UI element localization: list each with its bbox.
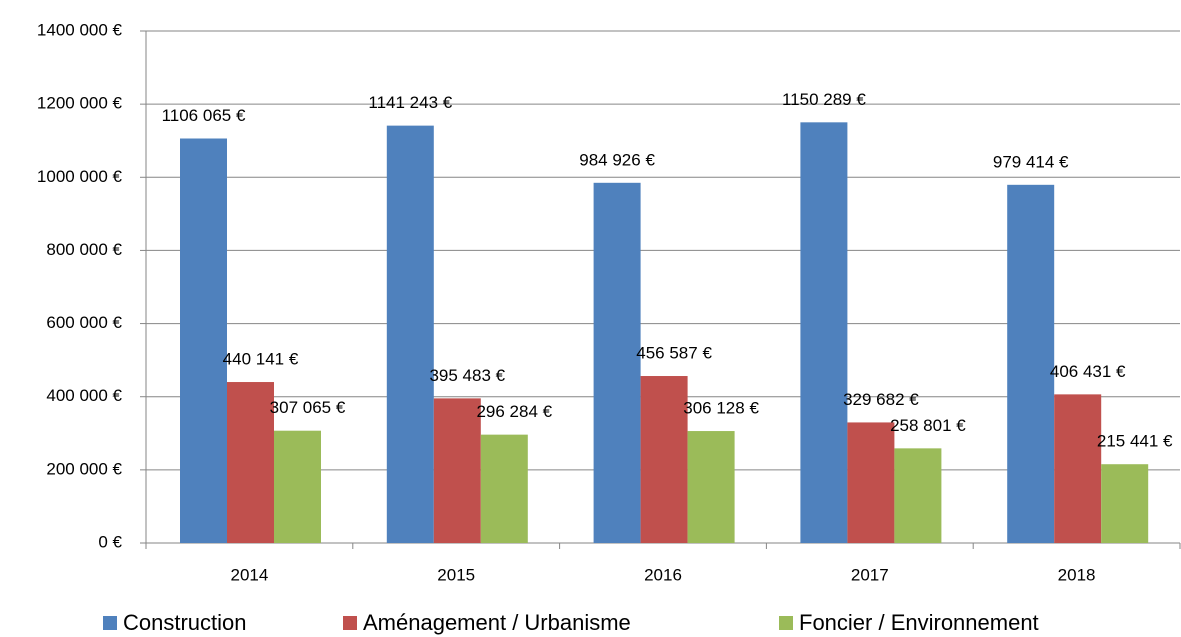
legend-text: Foncier / Environnement <box>799 610 1039 635</box>
x-tick-label: 2015 <box>437 565 475 584</box>
value-label: 1106 065 € <box>162 106 246 125</box>
bar <box>894 448 942 543</box>
y-tick-label: 0 € <box>98 532 122 551</box>
x-tick-label: 2014 <box>230 565 268 584</box>
value-label: 307 065 € <box>270 398 346 417</box>
legend-swatch <box>779 616 793 630</box>
bar <box>593 182 641 543</box>
value-label: 258 801 € <box>890 416 966 435</box>
legend-text: Aménagement / Urbanisme <box>363 610 631 635</box>
value-label: 296 284 € <box>476 402 552 421</box>
bar <box>180 138 227 544</box>
bar <box>1054 394 1102 543</box>
value-label: 984 926 € <box>579 150 655 169</box>
value-label: 979 414 € <box>993 152 1069 171</box>
x-tick-label: 2017 <box>851 565 889 584</box>
bar <box>847 422 895 543</box>
legend-text: Construction <box>123 610 247 635</box>
value-label: 456 587 € <box>636 344 712 363</box>
y-tick-label: 1400 000 € <box>37 20 123 39</box>
value-label: 406 431 € <box>1050 362 1126 381</box>
bar <box>386 125 434 543</box>
bar <box>687 431 735 543</box>
bar <box>433 398 481 543</box>
legend-swatch <box>343 616 357 630</box>
value-label: 440 141 € <box>223 350 299 369</box>
bar <box>640 376 688 543</box>
value-label: 329 682 € <box>843 390 919 409</box>
value-label: 306 128 € <box>683 399 759 418</box>
bar <box>274 430 321 543</box>
y-tick-label: 1000 000 € <box>37 167 123 186</box>
value-label: 395 483 € <box>429 366 505 385</box>
bar <box>227 382 274 543</box>
y-tick-label: 1200 000 € <box>37 94 123 113</box>
legend-swatch <box>103 616 117 630</box>
value-label: 1141 243 € <box>368 93 452 112</box>
x-tick-label: 2018 <box>1058 565 1096 584</box>
x-tick-label: 2016 <box>644 565 682 584</box>
value-label: 1150 289 € <box>782 90 866 109</box>
bar <box>1007 184 1055 543</box>
y-tick-label: 800 000 € <box>46 240 122 259</box>
y-tick-label: 400 000 € <box>46 386 122 405</box>
bar <box>480 434 528 543</box>
y-tick-label: 200 000 € <box>46 459 122 478</box>
y-tick-label: 600 000 € <box>46 313 122 332</box>
bar <box>1101 464 1149 543</box>
bar <box>800 122 848 544</box>
value-label: 215 441 € <box>1097 432 1173 451</box>
